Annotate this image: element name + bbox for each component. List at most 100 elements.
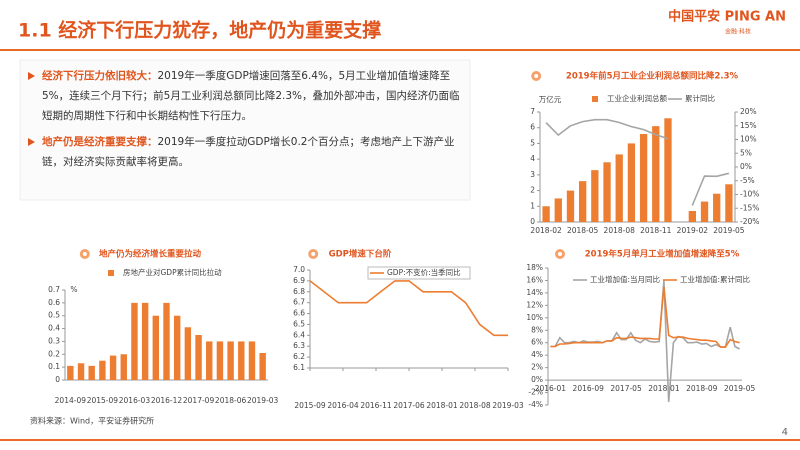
y-tick-label: -4% xyxy=(528,400,543,409)
bullet-marker xyxy=(28,72,35,80)
bar xyxy=(700,201,709,222)
bar xyxy=(603,162,611,222)
y-tick-label: 4% xyxy=(531,350,543,359)
y-tick-label: 6.6 xyxy=(293,309,305,318)
bar xyxy=(77,363,85,380)
bar xyxy=(566,190,575,222)
line xyxy=(545,118,669,140)
y2-tick-label: 10% xyxy=(740,135,757,144)
x-tick-label: 2019-03 xyxy=(247,396,279,405)
bullet: 地产仍是经济重要支撑：2019年一季度拉动GDP增长0.2个百分点；考虑地产上下… xyxy=(26,132,466,172)
y-tick-label: 0.4 xyxy=(48,324,60,333)
x-tick-label: 2018-09 xyxy=(686,384,718,393)
y2-tick-label: -15% xyxy=(740,203,759,212)
legend-label: GDP:不变价:当季同比 xyxy=(387,267,461,277)
bar xyxy=(238,341,245,380)
y-tick-label: 7 xyxy=(530,107,535,116)
y-tick-label: 1 xyxy=(530,201,535,210)
bar xyxy=(627,143,636,222)
y-tick-label: 0 xyxy=(55,375,60,384)
y-tick-label: 6.5 xyxy=(293,319,305,328)
x-tick-label: 2018-08 xyxy=(604,226,636,235)
y-tick-label: 0.6 xyxy=(48,298,60,307)
bar xyxy=(579,181,587,222)
x-tick-label: 2016-03 xyxy=(119,396,151,405)
title-icon-dot xyxy=(82,252,87,256)
x-tick-label: 2018-05 xyxy=(567,226,599,235)
x-tick-label: 2019-05 xyxy=(724,384,756,393)
legend-label: 累计同比 xyxy=(685,93,715,103)
bar xyxy=(131,302,138,380)
bullet-label: 经济下行压力依旧较大： xyxy=(42,70,158,82)
y2-tick-label: 0% xyxy=(740,162,752,171)
x-tick-label: 2017-06 xyxy=(393,401,425,410)
title-icon-dot xyxy=(311,252,316,256)
bar xyxy=(163,302,170,380)
chart-title: 2019年5月单月工业增加值增速降至5% xyxy=(585,249,740,260)
y-tick-label: 3 xyxy=(530,170,535,179)
y-tick-label: 14% xyxy=(526,288,543,297)
y-tick-label: 0.1 xyxy=(48,362,60,371)
y-tick-label: 2 xyxy=(530,186,535,195)
x-tick-label: 2018-06 xyxy=(215,396,247,405)
bar xyxy=(688,211,696,222)
bar xyxy=(120,354,127,380)
axis-unit: 万亿元 xyxy=(539,94,562,104)
chart-title: 2019年前5月工业企业利润总额同比降2.3% xyxy=(566,71,739,82)
bar xyxy=(206,341,213,380)
y-tick-label: 0% xyxy=(531,375,543,384)
bar xyxy=(195,335,202,380)
axis-unit: % xyxy=(70,285,77,294)
title-icon-dot xyxy=(534,74,539,78)
legend-label: 工业增加值:当月同比 xyxy=(590,274,661,284)
x-tick-label: 2019-03 xyxy=(492,401,524,410)
y-tick-label: 6.7 xyxy=(293,298,305,307)
x-tick-label: 2016-09 xyxy=(573,384,605,393)
x-tick-label: 2014-09 xyxy=(55,396,87,405)
y-tick-label: 6.8 xyxy=(293,287,305,296)
x-tick-label: 2015-09 xyxy=(87,396,119,405)
y-tick-label: 7.0 xyxy=(293,265,305,274)
y-tick-label: 6.2 xyxy=(293,352,305,361)
x-tick-label: 2017-05 xyxy=(610,384,642,393)
bullet-text: 2019年一季度GDP增速回落至6.4%，5月工业增加值增速降至5%，连续三个月… xyxy=(42,70,460,122)
x-tick-label: 2018-01 xyxy=(648,384,680,393)
bar xyxy=(542,206,550,222)
y-tick-label: 16% xyxy=(526,275,543,284)
legend-label: 工业增加值:累计同比 xyxy=(680,274,751,284)
x-tick-label: 2016-12 xyxy=(151,396,183,405)
bar xyxy=(216,341,224,380)
bar xyxy=(88,365,95,380)
bar xyxy=(725,184,733,222)
y-tick-label: 0.2 xyxy=(48,349,60,358)
line xyxy=(309,280,508,337)
y-tick-label: 6% xyxy=(531,338,543,347)
legend-label: 房地产业对GDP累计同比拉动 xyxy=(123,267,222,277)
x-tick-label: 2015-09 xyxy=(294,401,326,410)
bullet-list: 经济下行压力依旧较大：2019年一季度GDP增速回落至6.4%，5月工业增加值增… xyxy=(26,66,466,178)
x-tick-label: 2018-11 xyxy=(640,226,672,235)
y-tick-label: 10% xyxy=(526,313,543,322)
title-icon-dot xyxy=(558,252,562,256)
bar xyxy=(652,126,660,222)
bullet-box xyxy=(19,59,471,201)
bar xyxy=(67,365,74,380)
y-tick-label: 0.5 xyxy=(48,311,60,320)
chart-title: 地产仍为经济增长重要拉动 xyxy=(99,249,202,260)
line xyxy=(691,172,730,206)
y-tick-label: 8% xyxy=(531,325,543,334)
y-tick-label: 2% xyxy=(531,363,543,372)
legend-box xyxy=(367,266,471,280)
y-tick-label: 6.4 xyxy=(293,330,305,339)
bar xyxy=(173,315,181,380)
legend-label: 工业企业利润总额 xyxy=(607,93,667,103)
y-tick-label: 6.3 xyxy=(293,341,305,350)
bar xyxy=(109,355,117,380)
legend-swatch xyxy=(592,96,598,102)
x-tick-label: 2018-01 xyxy=(426,401,458,410)
logo: 中国平安 PING AN xyxy=(668,9,786,25)
y2-tick-label: 5% xyxy=(740,148,752,157)
